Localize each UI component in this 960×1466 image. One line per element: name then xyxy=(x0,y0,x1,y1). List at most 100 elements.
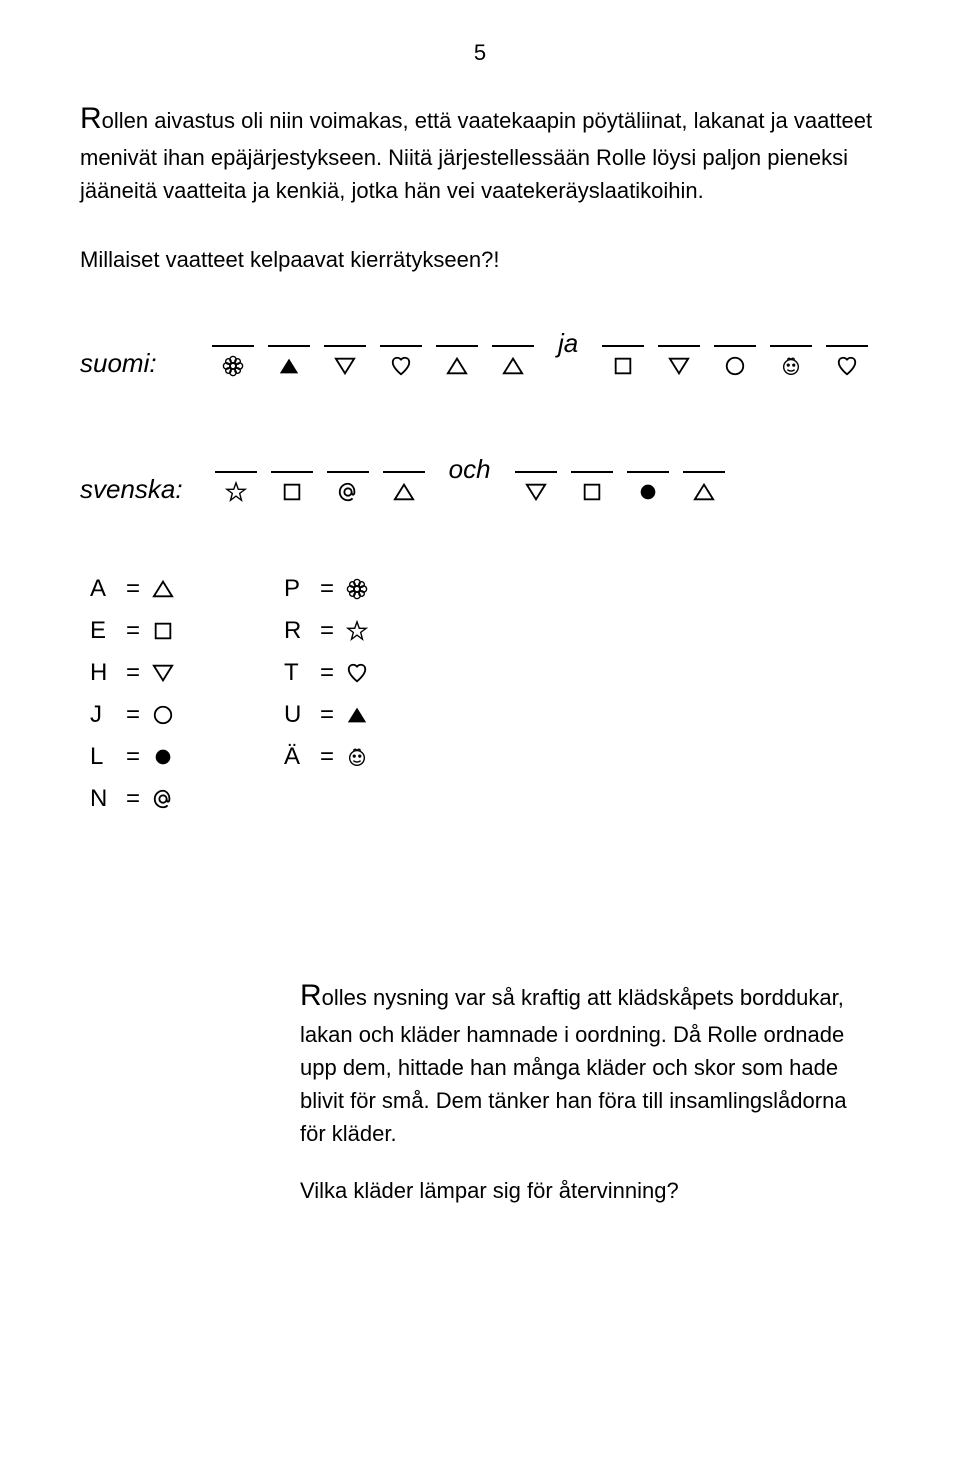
legend-row: L= xyxy=(90,743,174,771)
legend-letter: A xyxy=(90,575,114,603)
paragraph-2-text: olles nysning var så kraftig att klädskå… xyxy=(300,985,847,1146)
legend-row: T= xyxy=(284,659,368,687)
equals-sign: = xyxy=(320,743,334,771)
legend-letter: J xyxy=(90,701,114,729)
tri-up-filled-icon xyxy=(346,704,368,726)
equals-sign: = xyxy=(320,575,334,603)
puzzle-blank xyxy=(324,323,366,379)
heart-icon xyxy=(836,353,858,379)
lang-label: suomi: xyxy=(80,348,180,379)
legend-letter: N xyxy=(90,785,114,813)
square-icon xyxy=(152,620,174,642)
puzzle-blank xyxy=(658,323,700,379)
blank-line xyxy=(215,449,257,473)
question-1: Millaiset vaatteet kelpaavat kierrätykse… xyxy=(80,247,880,273)
legend-row: E= xyxy=(90,617,174,645)
equals-sign: = xyxy=(126,575,140,603)
heart-icon xyxy=(346,662,368,684)
blank-line xyxy=(327,449,369,473)
legend-column: P=R=T=U=Ä= xyxy=(284,575,368,813)
legend-letter: L xyxy=(90,743,114,771)
drop-cap-2: R xyxy=(300,979,322,1012)
drop-cap-1: R xyxy=(80,102,102,135)
heart-icon xyxy=(390,353,412,379)
blank-line xyxy=(212,323,254,347)
tri-down-icon xyxy=(525,479,547,505)
puzzle-blank xyxy=(571,449,613,505)
square-icon xyxy=(281,479,303,505)
legend-row: U= xyxy=(284,701,368,729)
puzzle-blank xyxy=(215,449,257,505)
face-icon xyxy=(780,353,802,379)
blank-line xyxy=(492,323,534,347)
square-icon xyxy=(612,353,634,379)
puzzle-blank xyxy=(826,323,868,379)
equals-sign: = xyxy=(320,659,334,687)
flower-icon xyxy=(222,353,244,379)
legend-letter: Ä xyxy=(284,743,308,771)
tri-down-icon xyxy=(152,662,174,684)
blank-line xyxy=(658,323,700,347)
puzzle-blank xyxy=(683,449,725,505)
legend-letter: U xyxy=(284,701,308,729)
puzzle-blank xyxy=(327,449,369,505)
legend-row: N= xyxy=(90,785,174,813)
tri-up-icon xyxy=(446,353,468,379)
legend-row: J= xyxy=(90,701,174,729)
blank-line xyxy=(515,449,557,473)
equals-sign: = xyxy=(126,659,140,687)
tri-up-icon xyxy=(152,578,174,600)
legend-column: A=E=H=J=L=N= xyxy=(90,575,174,813)
equals-sign: = xyxy=(126,743,140,771)
equals-sign: = xyxy=(320,701,334,729)
puzzle-blank xyxy=(271,449,313,505)
tri-up-icon xyxy=(502,353,524,379)
page-number: 5 xyxy=(80,40,880,66)
connector-word: och xyxy=(449,454,491,485)
face-icon xyxy=(346,746,368,768)
puzzle-blank xyxy=(714,323,756,379)
legend-letter: R xyxy=(284,617,308,645)
paragraph-1: Rollen aivastus oli niin voimakas, että … xyxy=(80,96,880,207)
legend-letter: T xyxy=(284,659,308,687)
blank-line xyxy=(268,323,310,347)
puzzle-blank xyxy=(492,323,534,379)
puzzle-blank xyxy=(380,323,422,379)
tri-up-filled-icon xyxy=(278,353,300,379)
legend-row: A= xyxy=(90,575,174,603)
tri-down-icon xyxy=(334,353,356,379)
blank-group xyxy=(602,323,868,379)
blank-line xyxy=(826,323,868,347)
blank-line xyxy=(436,323,478,347)
puzzle-section: suomi:ja svenska: och xyxy=(80,323,880,505)
circle-filled-icon xyxy=(637,479,659,505)
blank-line xyxy=(380,323,422,347)
tri-up-icon xyxy=(393,479,415,505)
lang-label: svenska: xyxy=(80,474,183,505)
puzzle-blank xyxy=(515,449,557,505)
puzzle-row: svenska: och xyxy=(80,449,880,505)
equals-sign: = xyxy=(126,617,140,645)
question-2: Vilka kläder lämpar sig för återvinning? xyxy=(300,1178,880,1204)
equals-sign: = xyxy=(126,701,140,729)
at-icon xyxy=(337,479,359,505)
square-icon xyxy=(581,479,603,505)
blank-group xyxy=(515,449,725,505)
tri-up-icon xyxy=(693,479,715,505)
blank-group xyxy=(212,323,534,379)
blank-group xyxy=(215,449,425,505)
blank-line xyxy=(770,323,812,347)
puzzle-blank xyxy=(268,323,310,379)
at-icon xyxy=(152,788,174,810)
legend-row: H= xyxy=(90,659,174,687)
legend-row: P= xyxy=(284,575,368,603)
equals-sign: = xyxy=(126,785,140,813)
blank-line xyxy=(383,449,425,473)
blank-line xyxy=(627,449,669,473)
legend-row: Ä= xyxy=(284,743,368,771)
puzzle-blank xyxy=(436,323,478,379)
puzzle-row: suomi:ja xyxy=(80,323,880,379)
star-icon xyxy=(225,479,247,505)
blank-line xyxy=(571,449,613,473)
blank-line xyxy=(602,323,644,347)
